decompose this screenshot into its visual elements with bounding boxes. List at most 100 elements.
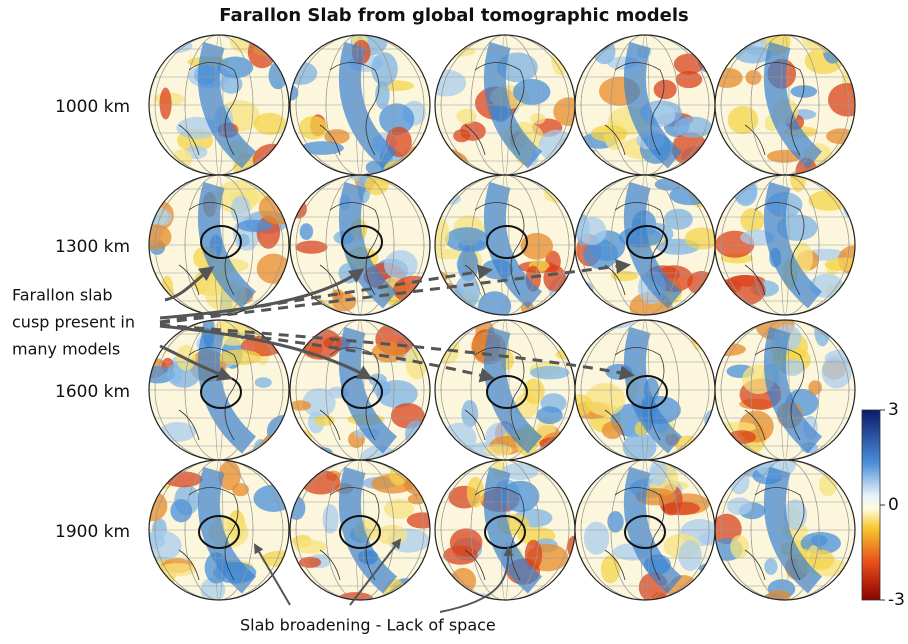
anomaly: [573, 443, 605, 461]
anomaly: [811, 535, 828, 546]
anomaly: [145, 455, 168, 469]
globe: [425, 459, 581, 606]
anomaly: [429, 560, 444, 579]
anomaly: [451, 568, 476, 594]
anomaly: [513, 79, 550, 105]
anomaly: [443, 546, 478, 565]
anomaly: [809, 550, 835, 571]
globe: [423, 35, 584, 179]
anomaly: [825, 258, 864, 271]
anomaly: [218, 350, 261, 365]
globe: [149, 31, 299, 180]
anomaly: [436, 149, 464, 179]
figure-title: Farallon Slab from global tomographic mo…: [219, 5, 689, 26]
anomaly: [160, 88, 172, 120]
anomaly: [170, 499, 192, 522]
colorbar-tick-label: -3: [888, 590, 905, 610]
anomaly: [611, 271, 639, 281]
anomaly: [684, 309, 721, 337]
anomaly: [441, 193, 461, 204]
anomaly: [431, 151, 469, 176]
anomaly: [601, 555, 620, 583]
anomaly: [411, 159, 447, 179]
annotation-line: many models: [12, 340, 120, 359]
colorbar-ticks: 3 0 -3: [880, 400, 905, 610]
globe: [555, 33, 730, 175]
anomaly: [141, 224, 171, 249]
anomaly: [295, 241, 327, 254]
globe: [137, 450, 306, 603]
anomaly: [578, 217, 606, 245]
anomaly: [377, 525, 408, 546]
anomaly: [681, 34, 700, 49]
globe: [702, 445, 855, 604]
anomaly: [285, 62, 318, 85]
row-label: 1000 km: [55, 97, 130, 117]
anomaly: [838, 432, 864, 457]
anomaly: [453, 129, 470, 142]
figure: Farallon Slab from global tomographic mo…: [0, 0, 908, 640]
anomaly: [478, 291, 511, 321]
anomaly: [258, 31, 299, 46]
anomaly: [847, 32, 862, 49]
anomaly: [417, 37, 442, 55]
anomaly: [842, 188, 862, 219]
anomaly: [556, 348, 582, 360]
anomaly: [678, 540, 701, 571]
anomaly: [674, 117, 712, 138]
colorbar: [862, 410, 880, 600]
globe: [283, 24, 447, 190]
anomaly: [699, 449, 712, 473]
anomaly: [301, 40, 316, 52]
anomaly: [137, 491, 168, 521]
globe: [287, 460, 441, 611]
anomaly: [423, 48, 448, 59]
anomaly: [418, 422, 436, 455]
globe: [567, 309, 724, 467]
anomaly: [445, 227, 489, 251]
anomaly: [139, 530, 182, 561]
caption: Slab broadening - Lack of space: [240, 616, 496, 635]
anomaly: [323, 504, 339, 533]
anomaly: [546, 162, 567, 177]
anomaly: [231, 196, 251, 223]
anomaly: [661, 453, 700, 464]
globe: [286, 313, 436, 471]
anomaly: [802, 21, 840, 53]
anomaly: [728, 106, 758, 134]
anomaly: [543, 265, 566, 291]
anomaly: [674, 54, 704, 75]
row-label: 1900 km: [55, 522, 130, 542]
anomaly: [691, 320, 704, 351]
anomaly: [654, 80, 677, 100]
anomaly: [384, 160, 411, 174]
anomaly: [730, 535, 749, 559]
anomaly: [371, 52, 398, 86]
anomaly: [530, 366, 570, 379]
anomaly: [446, 585, 459, 606]
anomaly: [299, 557, 321, 568]
annotation-line: cusp present in: [12, 313, 135, 332]
anomaly: [264, 458, 305, 470]
anomaly: [740, 208, 764, 232]
colorbar-tick-label: 0: [888, 495, 899, 515]
anomaly: [149, 38, 193, 53]
anomaly: [254, 113, 286, 135]
anomaly: [456, 109, 476, 124]
globe-grid: [131, 21, 869, 611]
anomaly: [553, 581, 575, 603]
anomaly: [269, 62, 288, 90]
anomaly: [702, 452, 731, 485]
anomaly: [310, 168, 327, 190]
globe: [711, 21, 869, 186]
colorbar-tick-label: 3: [888, 400, 899, 420]
anomaly: [704, 290, 732, 301]
globe: [132, 175, 302, 321]
anomaly: [149, 450, 174, 476]
anomaly: [764, 558, 777, 575]
anomaly: [421, 196, 433, 211]
anomaly: [138, 461, 172, 481]
anomaly: [295, 177, 308, 201]
anomaly: [291, 313, 321, 337]
anomaly: [426, 69, 466, 96]
